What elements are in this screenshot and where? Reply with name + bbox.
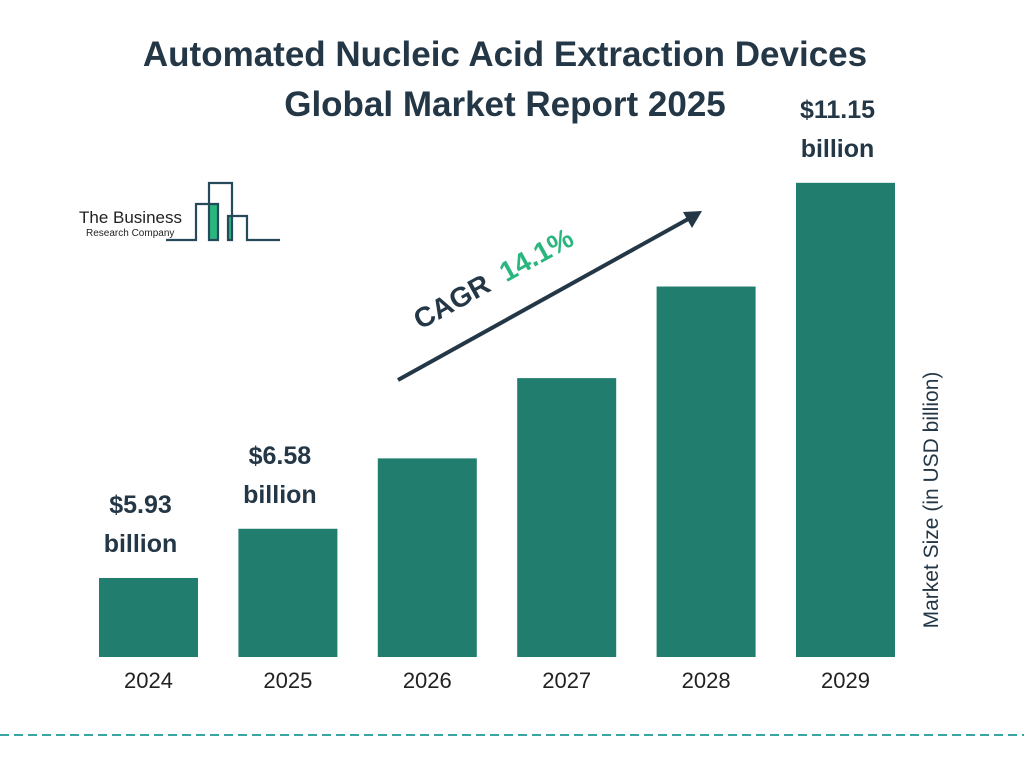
- x-tick-label: 2028: [682, 668, 731, 693]
- cagr-value: 14.1%: [494, 222, 579, 288]
- cagr-label: CAGR: [408, 268, 495, 335]
- bar-2025: [238, 528, 338, 657]
- data-label-unit: billion: [104, 530, 178, 558]
- data-label-unit: billion: [801, 135, 875, 163]
- chart-title: Automated Nucleic Acid Extraction Device…: [0, 30, 1010, 130]
- company-logo: The Business Research Company: [79, 181, 280, 242]
- cagr-annotation: CAGR 14.1%: [397, 211, 702, 382]
- bar-2026: [377, 458, 477, 657]
- x-tick-label: 2027: [542, 668, 591, 693]
- cagr-arrow-line: [397, 216, 691, 382]
- svg-text:CAGR 14.1%: CAGR 14.1%: [408, 222, 578, 335]
- data-label-value: $6.58: [249, 442, 312, 470]
- data-label-unit: billion: [243, 481, 317, 509]
- bar-2029: [796, 182, 895, 658]
- data-label-value: $5.93: [109, 491, 172, 519]
- title-line-1: Automated Nucleic Acid Extraction Device…: [142, 35, 868, 74]
- bar-2024: [99, 577, 198, 657]
- x-tick-label: 2025: [263, 668, 312, 693]
- logo-line-1: The Business: [79, 208, 182, 227]
- y-axis-title: Market Size (in USD billion): [920, 371, 943, 629]
- x-tick-label: 2026: [403, 668, 452, 693]
- data-label-value: $11.15: [800, 96, 875, 124]
- x-tick-label: 2029: [821, 668, 870, 693]
- bar-2028: [656, 286, 756, 657]
- cagr-arrowhead-icon: [683, 211, 702, 228]
- logo-line-2: Research Company: [86, 228, 174, 239]
- title-line-2: Global Market Report 2025: [284, 85, 726, 124]
- x-tick-label: 2024: [124, 668, 173, 693]
- bar-2027: [517, 378, 617, 657]
